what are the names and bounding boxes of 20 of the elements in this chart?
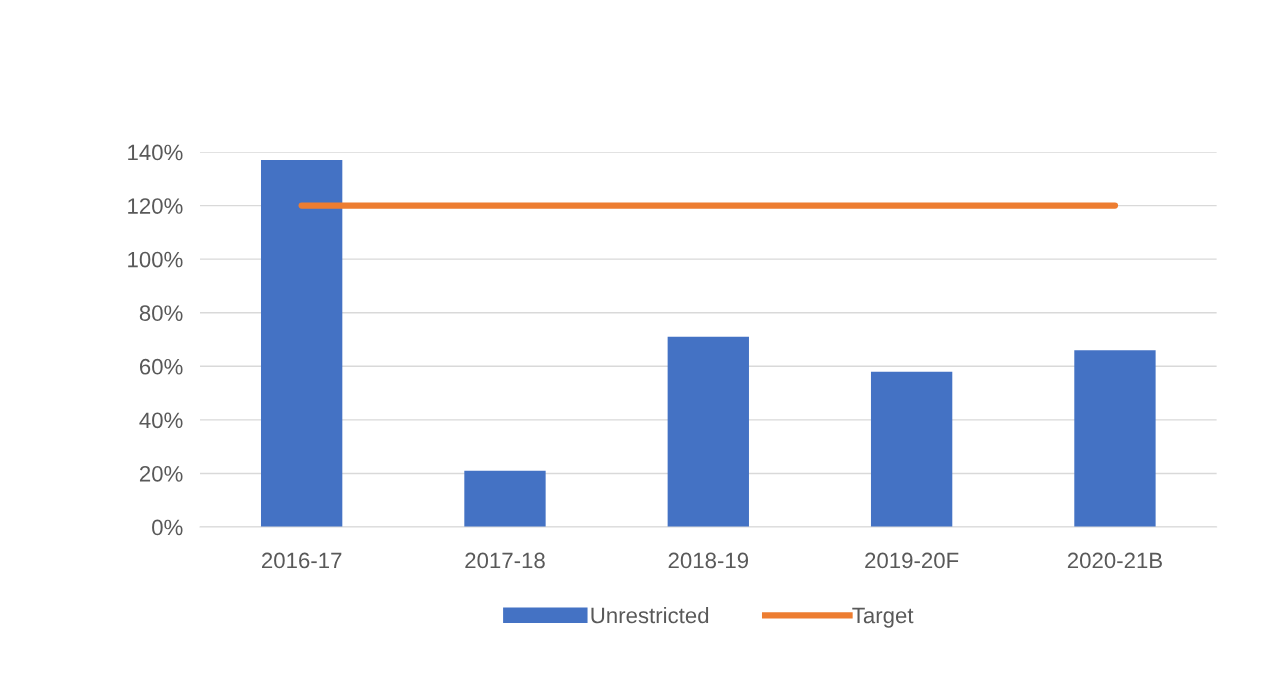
y-tick-label: 80%: [139, 305, 183, 322]
x-tick-label: 2017-18: [465, 552, 545, 569]
legend-label: Target: [852, 607, 914, 628]
y-tick-label: 20%: [139, 465, 183, 482]
legend-label: Unrestricted: [591, 607, 709, 624]
x-tick-label: 2016-17: [262, 552, 342, 569]
y-tick-label: 40%: [139, 412, 183, 429]
y-tick-label: 120%: [128, 198, 183, 214]
bar: [1074, 350, 1156, 528]
bar: [870, 371, 953, 528]
y-tick-label: 60%: [139, 358, 183, 375]
bar: [667, 336, 749, 528]
y-tick-label: 0%: [152, 519, 183, 536]
x-tick-label: 2020-21B: [1067, 552, 1162, 569]
y-tick-label: 100%: [128, 251, 183, 268]
bar: [260, 160, 343, 528]
y-tick-label: 140%: [128, 144, 183, 161]
bar: [464, 470, 546, 528]
x-tick-label: 2018-19: [668, 552, 749, 569]
x-tick-label: 2019-20F: [865, 552, 959, 569]
